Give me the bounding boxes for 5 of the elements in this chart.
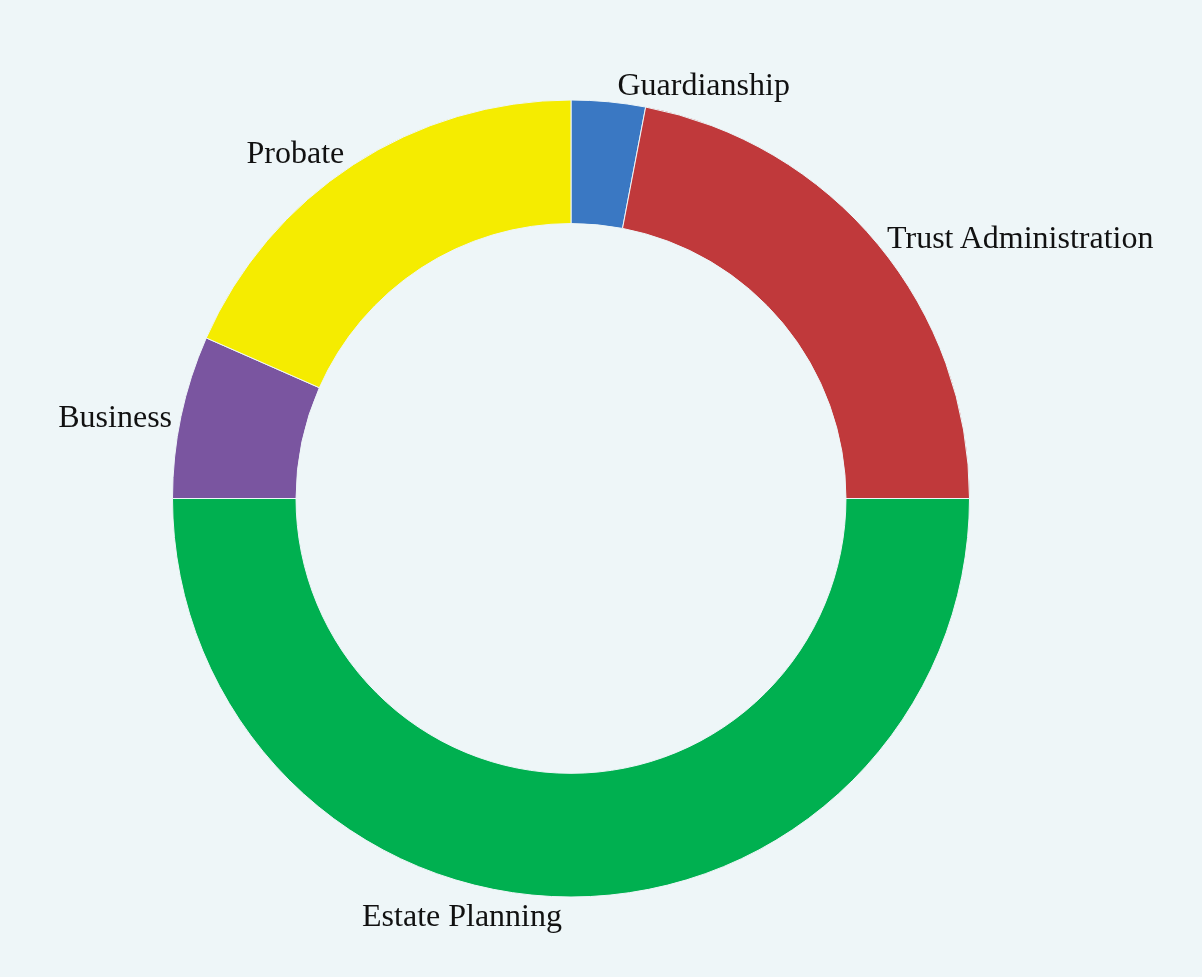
- slice-label: Estate Planning: [362, 897, 562, 933]
- slice-label: Probate: [246, 134, 345, 171]
- slice-label: Business: [58, 397, 173, 434]
- slice-label: Guardianship: [617, 65, 790, 102]
- slice-label: Trust Administration: [887, 219, 1154, 256]
